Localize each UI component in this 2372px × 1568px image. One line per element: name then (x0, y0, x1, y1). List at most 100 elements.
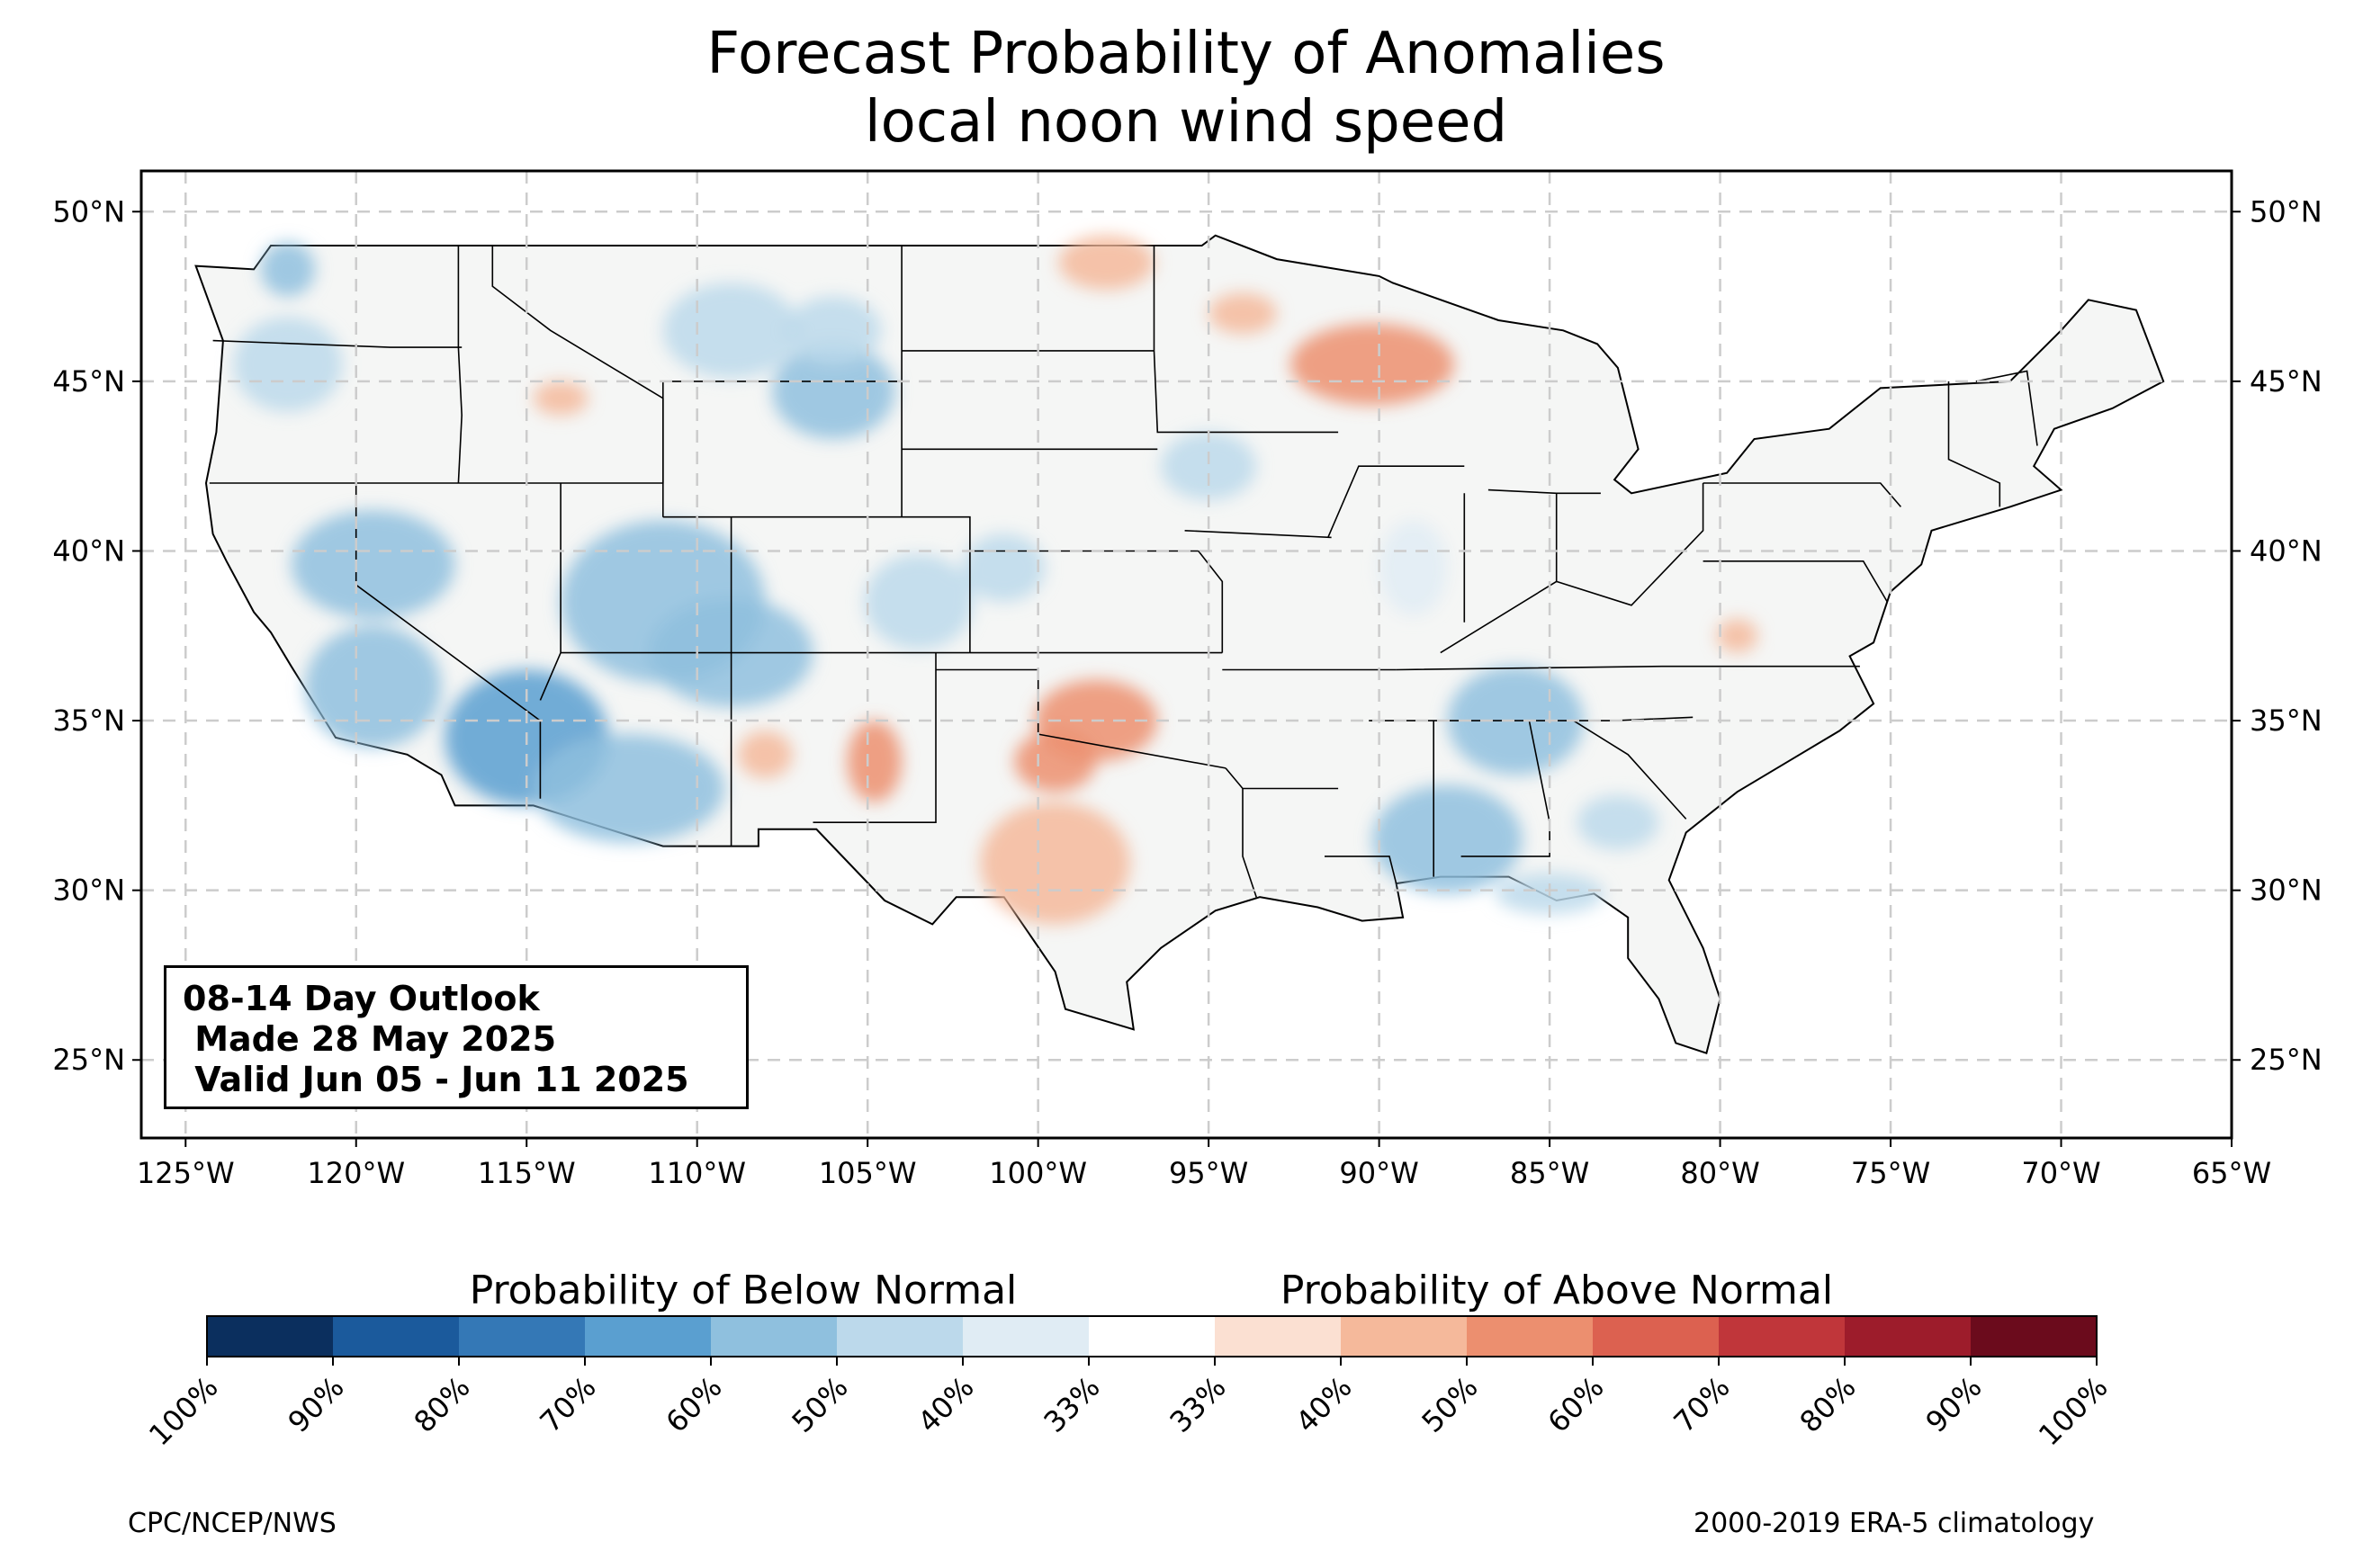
colorbar-segment (1593, 1316, 1720, 1357)
below-normal-label: Probability of Below Normal (470, 1268, 1018, 1313)
longitude-tick-label: 125°W (137, 1156, 235, 1190)
state-border (1703, 560, 1888, 603)
colorbar-segment (711, 1316, 838, 1357)
colorbar-tick-label: 50% (785, 1370, 854, 1439)
colorbar-tick-label: 50% (1415, 1370, 1484, 1439)
state-border (936, 668, 1226, 769)
colorbar-tick-label: 80% (1792, 1370, 1862, 1439)
colorbar-segment (459, 1316, 586, 1357)
colorbar-tick-label: 33% (1163, 1370, 1232, 1439)
colorbar-segment (1089, 1316, 1216, 1357)
colorbar (206, 1315, 2098, 1357)
state-border (1460, 720, 1550, 857)
anomaly-blob (533, 734, 725, 843)
colorbar-tick-label: 90% (281, 1370, 350, 1439)
latitude-tick-label-left: 45°N (52, 364, 125, 399)
anomaly-blob (963, 533, 1046, 603)
latitude-tick-label-left: 25°N (52, 1043, 125, 1077)
colorbar-segment (333, 1316, 460, 1357)
state-border (1573, 720, 1687, 820)
chart-title: Forecast Probability of Anomalies local … (0, 20, 2372, 157)
anomaly-blob (772, 344, 895, 439)
colorbar-segment (1845, 1316, 1972, 1357)
anomaly-blob (260, 242, 316, 297)
colorbar-tick-label: 90% (1918, 1370, 1988, 1439)
title-line-2: local noon wind speed (864, 89, 1508, 156)
longitude-tick-label: 120°W (307, 1156, 405, 1190)
longitude-tick-label: 65°W (2192, 1156, 2271, 1190)
outlook-info-box: 08-14 Day Outlook Made 28 May 2025 Valid… (164, 965, 749, 1109)
anomaly-blob (1716, 618, 1758, 653)
colorbar-tick-label: 70% (1667, 1370, 1736, 1439)
latitude-tick-label-right: 50°N (2250, 194, 2323, 228)
anomaly-blob (1208, 292, 1277, 335)
state-border (1440, 483, 1704, 654)
state-border (1327, 465, 1465, 538)
colorbar-segment (1341, 1316, 1468, 1357)
state-border (491, 246, 664, 517)
colorbar-segment (585, 1316, 712, 1357)
anomaly-blob (233, 317, 343, 412)
latitude-tick-label-right: 40°N (2250, 533, 2323, 568)
latitude-tick-label-left: 40°N (52, 533, 125, 568)
longitude-tick-label: 70°W (2021, 1156, 2100, 1190)
colorbar-tick-label: 100% (2032, 1370, 2115, 1453)
outlook-period: 08-14 Day Outlook (183, 979, 540, 1018)
title-line-1: Forecast Probability of Anomalies (706, 21, 1666, 87)
anomaly-blob (1161, 432, 1257, 500)
colorbar-segment (207, 1316, 334, 1357)
anomaly-blob (847, 721, 903, 802)
anomaly-blob (662, 282, 800, 379)
state-border (662, 515, 971, 653)
colorbar-tick-label: 33% (1037, 1370, 1106, 1439)
colorbar-segment (837, 1316, 964, 1357)
state-border (212, 339, 463, 348)
longitude-tick-label: 115°W (478, 1156, 576, 1190)
colorbar-tick-label: 70% (533, 1370, 602, 1439)
gridlines (141, 171, 2232, 1138)
longitude-tick-label: 110°W (648, 1156, 746, 1190)
latitude-tick-label-left: 30°N (52, 874, 125, 908)
colorbar-tick-label: 80% (407, 1370, 476, 1439)
colorbar-segment (1719, 1316, 1846, 1357)
anomaly-blob (1379, 520, 1448, 616)
anomaly-blob (1290, 323, 1454, 406)
anomaly-blob (1577, 795, 1659, 850)
longitude-tick-label: 80°W (1680, 1156, 1759, 1190)
anomaly-blob (304, 625, 442, 748)
colorbar-ticks: 100% 90% 80% 70% 60% 50% 40% 33% 33% 40% 50% 60% 70%… (142, 1357, 2115, 1452)
latitude-tick-label-left: 35°N (52, 703, 125, 738)
colorbar-segment (963, 1316, 1090, 1357)
latitude-tick-label-right: 30°N (2250, 874, 2323, 908)
anomaly-blob (1014, 730, 1097, 793)
longitude-tick-label: 90°W (1339, 1156, 1418, 1190)
state-border (813, 652, 937, 823)
anomaly-blob (738, 730, 793, 779)
above-normal-label: Probability of Above Normal (1280, 1268, 1833, 1313)
state-border (457, 246, 463, 484)
state-border (1975, 370, 2038, 446)
outlook-made-date: Made 28 May 2025 (183, 1019, 557, 1059)
latitude-tick-label-right: 25°N (2250, 1043, 2323, 1077)
anomaly-blob (786, 296, 882, 364)
colorbar-segment (1215, 1316, 1342, 1357)
longitude-tick-label: 95°W (1169, 1156, 1248, 1190)
anomaly-blob (980, 802, 1130, 925)
latitude-tick-label-right: 45°N (2250, 364, 2323, 399)
colorbar-tick-label: 40% (911, 1370, 980, 1439)
anomaly-blob (1372, 784, 1523, 894)
state-border (1153, 350, 1339, 434)
colorbar-tick-label: 60% (659, 1370, 728, 1439)
colorbar-segment (1971, 1316, 2098, 1357)
state-border (1242, 788, 1257, 898)
longitude-tick-label: 85°W (1510, 1156, 1589, 1190)
state-border (1396, 665, 1860, 671)
state-border (1487, 488, 1601, 495)
state-border (1947, 381, 2001, 507)
anomaly-blob (864, 554, 974, 650)
state-border (1198, 551, 1224, 653)
colorbar-tick-label: 60% (1541, 1370, 1610, 1439)
colorbar-frame (206, 1315, 2098, 1357)
state-border (1325, 856, 1397, 884)
